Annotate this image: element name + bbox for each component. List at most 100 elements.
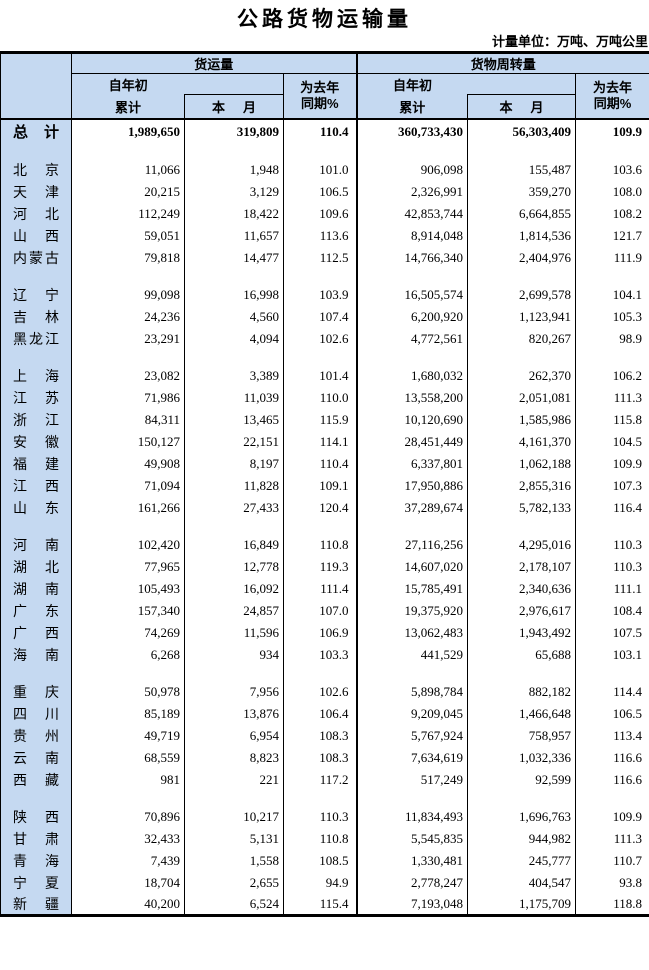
yoy-label-line1: 为去年: [300, 80, 339, 95]
table-header: 货运量 货物周转量 自年初 为去年同期% 自年初 为去年同期% 累计 本月 累计…: [1, 53, 649, 119]
value-cell: 13,558,200: [357, 387, 468, 409]
value-cell: 110.8: [284, 828, 357, 850]
value-cell: 517,249: [357, 769, 468, 791]
province-label: 安徽: [13, 432, 59, 452]
province-label: 重庆: [13, 682, 59, 702]
value-cell: 116.6: [576, 769, 649, 791]
value-cell: 107.5: [576, 622, 649, 644]
value-cell: 16,998: [185, 284, 284, 306]
value-cell: [576, 791, 649, 806]
value-cell: 110.0: [284, 387, 357, 409]
value-cell: 6,268: [72, 644, 185, 666]
yoy-label-line2: 同期%: [301, 96, 339, 111]
value-cell: 121.7: [576, 225, 649, 247]
province-label: 江西: [13, 476, 59, 496]
value-cell: [468, 519, 576, 534]
value-cell: 65,688: [468, 644, 576, 666]
value-cell: 94.9: [284, 872, 357, 894]
province-cell: 海南: [1, 644, 72, 666]
province-label: 上海: [13, 366, 59, 386]
province-cell: 安徽: [1, 431, 72, 453]
value-cell: 68,559: [72, 747, 185, 769]
header-gap-freight: [185, 74, 284, 95]
value-cell: 441,529: [357, 644, 468, 666]
group-spacer-row: [1, 666, 649, 681]
value-cell: 5,767,924: [357, 725, 468, 747]
province-cell: 广东: [1, 600, 72, 622]
value-cell: 111.9: [576, 247, 649, 269]
value-cell: 8,914,048: [357, 225, 468, 247]
province-cell: [1, 519, 72, 534]
value-cell: [284, 666, 357, 681]
value-cell: [284, 269, 357, 284]
value-cell: 9,209,045: [357, 703, 468, 725]
group-spacer-row: [1, 350, 649, 365]
value-cell: [72, 144, 185, 159]
value-cell: 92,599: [468, 769, 576, 791]
value-cell: 56,303,409: [468, 119, 576, 144]
province-cell: [1, 666, 72, 681]
province-cell: 湖南: [1, 578, 72, 600]
value-cell: 1,466,648: [468, 703, 576, 725]
value-cell: [284, 350, 357, 365]
report-title: 公路货物运输量: [0, 7, 649, 33]
group-spacer-row: [1, 269, 649, 284]
province-cell: 新疆: [1, 894, 72, 916]
value-cell: 14,766,340: [357, 247, 468, 269]
value-cell: [357, 791, 468, 806]
header-freight-volume: 货运量: [72, 53, 357, 74]
value-cell: 10,120,690: [357, 409, 468, 431]
province-cell: 天津: [1, 181, 72, 203]
value-cell: 108.3: [284, 747, 357, 769]
province-label: 山东: [13, 498, 59, 518]
value-cell: 3,389: [185, 365, 284, 387]
province-label: 江苏: [13, 388, 59, 408]
value-cell: 102,420: [72, 534, 185, 556]
value-cell: 150,127: [72, 431, 185, 453]
value-cell: 108.0: [576, 181, 649, 203]
value-cell: 37,289,674: [357, 497, 468, 519]
value-cell: 103.3: [284, 644, 357, 666]
value-cell: 19,375,920: [357, 600, 468, 622]
province-label: 河南: [13, 535, 59, 555]
group-spacer-row: [1, 144, 649, 159]
value-cell: 93.8: [576, 872, 649, 894]
value-cell: 103.1: [576, 644, 649, 666]
value-cell: 4,161,370: [468, 431, 576, 453]
value-cell: 50,978: [72, 681, 185, 703]
value-cell: 70,896: [72, 806, 185, 828]
value-cell: 7,956: [185, 681, 284, 703]
value-cell: 111.3: [576, 828, 649, 850]
value-cell: [468, 666, 576, 681]
value-cell: 1,585,986: [468, 409, 576, 431]
province-label: 广东: [13, 601, 59, 621]
value-cell: 106.9: [284, 622, 357, 644]
value-cell: 820,267: [468, 328, 576, 350]
value-cell: 981: [72, 769, 185, 791]
value-cell: 13,876: [185, 703, 284, 725]
header-cumulative-turnover: 累计: [357, 95, 468, 119]
value-cell: 1,814,536: [468, 225, 576, 247]
value-cell: 10,217: [185, 806, 284, 828]
value-cell: 103.6: [576, 159, 649, 181]
value-cell: 24,236: [72, 306, 185, 328]
value-cell: 105,493: [72, 578, 185, 600]
value-cell: 4,772,561: [357, 328, 468, 350]
value-cell: 115.8: [576, 409, 649, 431]
value-cell: 6,200,920: [357, 306, 468, 328]
value-cell: 108.4: [576, 600, 649, 622]
value-cell: 16,092: [185, 578, 284, 600]
province-cell: [1, 350, 72, 365]
value-cell: [576, 666, 649, 681]
value-cell: 157,340: [72, 600, 185, 622]
value-cell: 2,655: [185, 872, 284, 894]
value-cell: 71,094: [72, 475, 185, 497]
province-label: 总计: [13, 121, 59, 142]
